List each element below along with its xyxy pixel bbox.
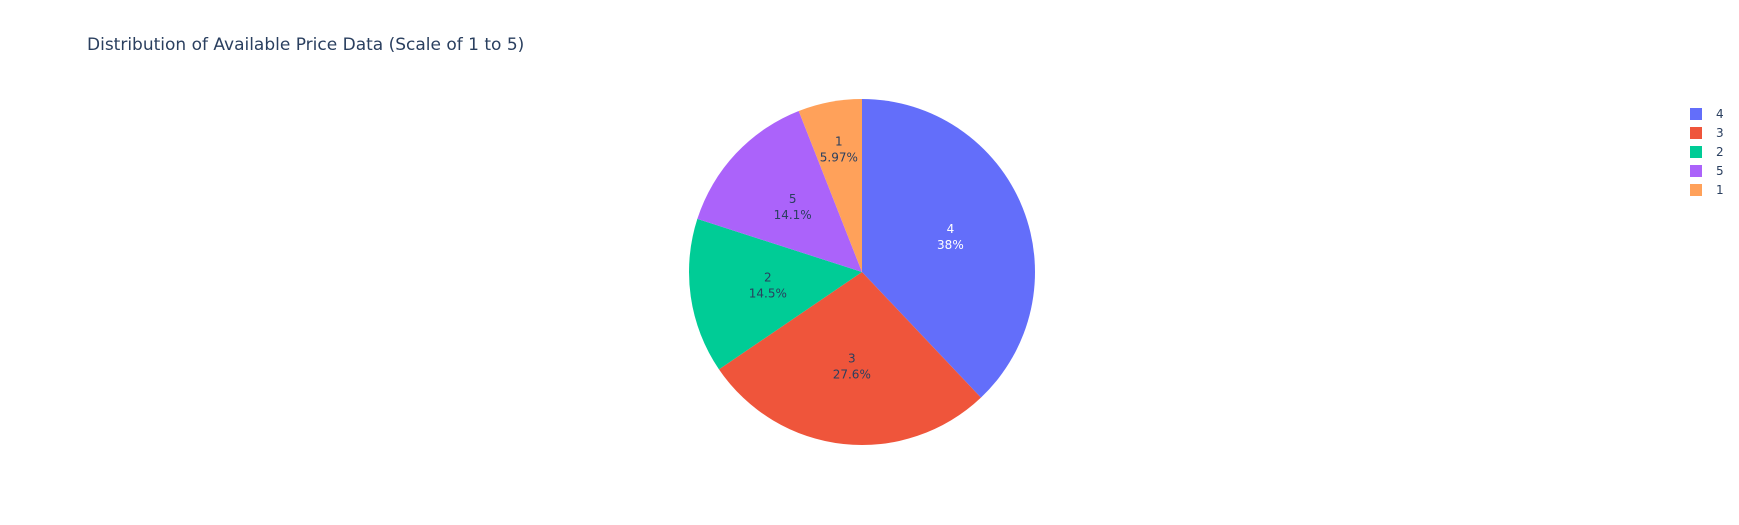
legend-label-5: 5: [1716, 164, 1724, 178]
chart-title: Distribution of Available Price Data (Sc…: [87, 35, 524, 55]
legend: 4 3 2 5 1: [1690, 107, 1724, 197]
pie-slice-2[interactable]: [689, 218, 862, 370]
legend-swatch-2: [1690, 146, 1702, 158]
legend-item-4[interactable]: 4: [1690, 107, 1724, 121]
legend-item-2[interactable]: 2: [1690, 145, 1724, 159]
legend-swatch-5: [1690, 165, 1702, 177]
pie-slice-3[interactable]: [718, 272, 981, 445]
slice-label-5: 5 14.1%: [774, 192, 812, 222]
legend-swatch-1: [1690, 184, 1702, 196]
legend-label-3: 3: [1716, 126, 1724, 140]
legend-item-1[interactable]: 1: [1690, 183, 1724, 197]
slice-label-3: 3 27.6%: [833, 352, 871, 382]
legend-swatch-4: [1690, 108, 1702, 120]
legend-swatch-3: [1690, 127, 1702, 139]
slice-labels: 4 38% 3 27.6% 2 14.5% 5 14.1% 1 5.97%: [749, 135, 964, 382]
pie-slices: [689, 99, 1035, 445]
pie-slice-4[interactable]: [862, 99, 1035, 398]
legend-label-4: 4: [1716, 107, 1724, 121]
legend-label-2: 2: [1716, 145, 1724, 159]
legend-label-1: 1: [1716, 183, 1724, 197]
slice-label-1: 1 5.97%: [820, 135, 858, 165]
pie-slice-5[interactable]: [697, 110, 862, 273]
legend-item-3[interactable]: 3: [1690, 126, 1724, 140]
legend-item-5[interactable]: 5: [1690, 164, 1724, 178]
slice-label-4: 4 38%: [937, 222, 964, 252]
pie-slice-1[interactable]: [798, 99, 862, 272]
slice-label-2: 2 14.5%: [749, 271, 787, 301]
